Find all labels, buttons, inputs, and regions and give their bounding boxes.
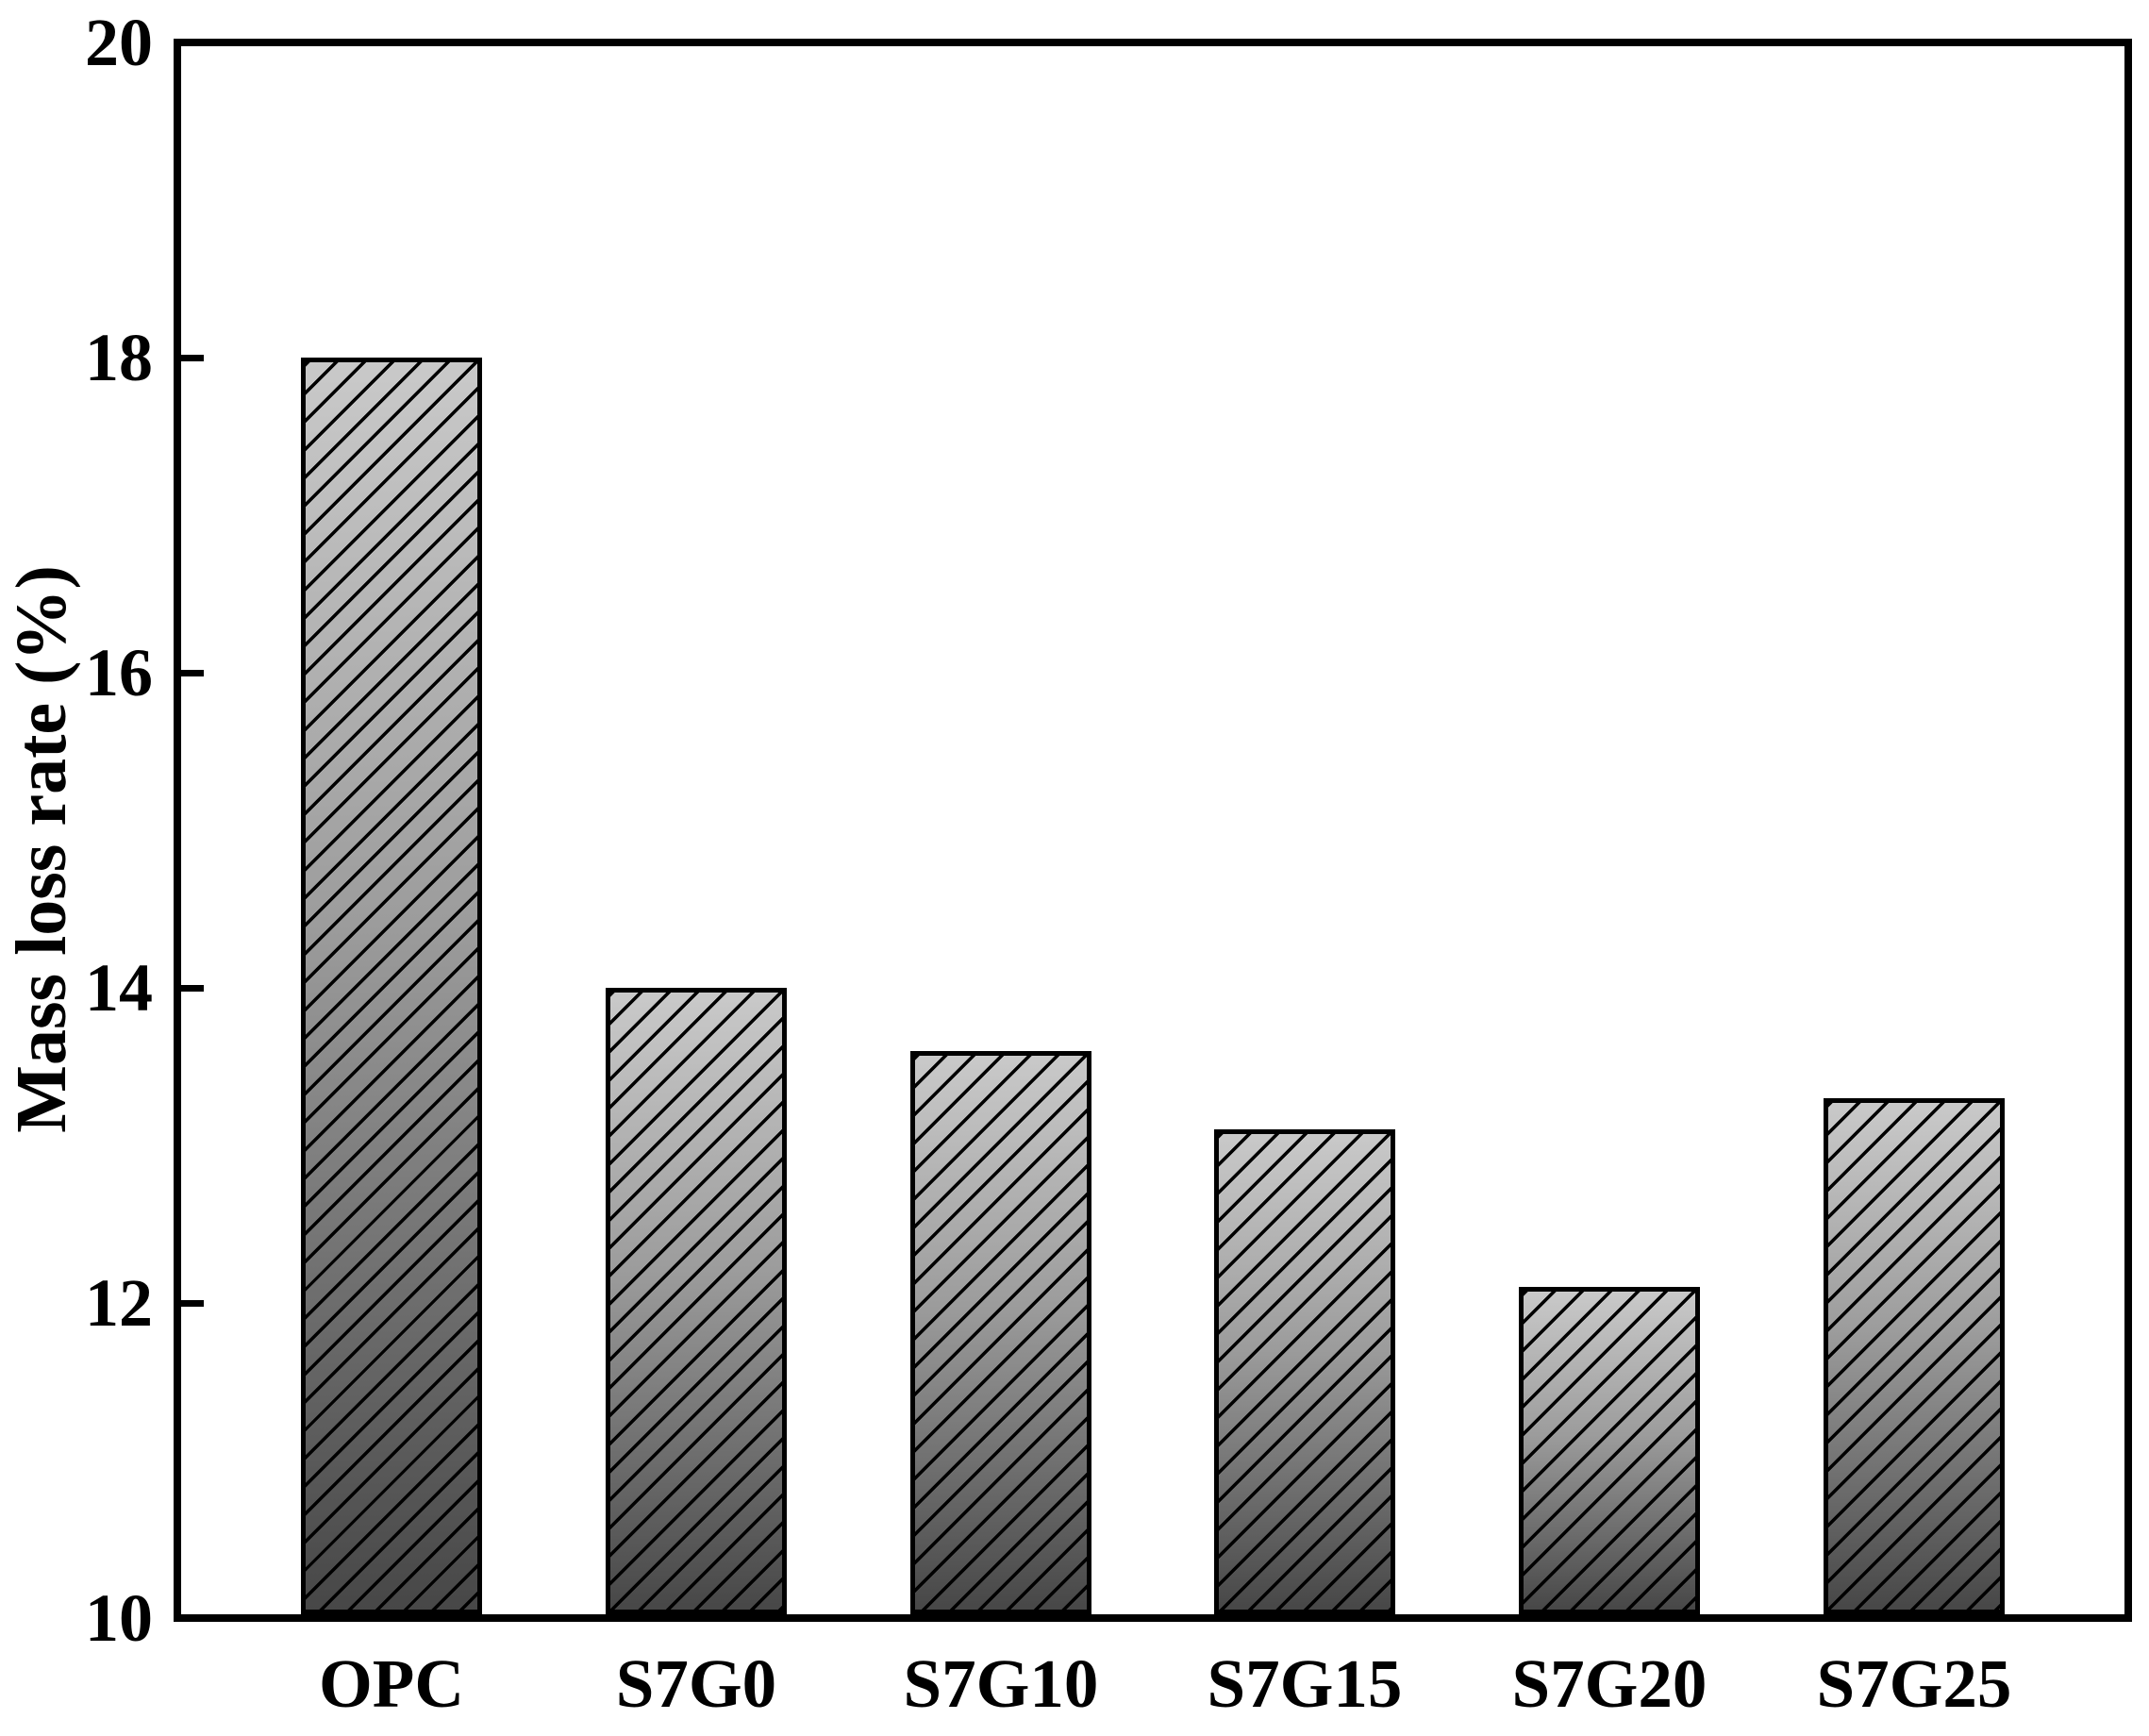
bar-s7g25	[1824, 1098, 2005, 1614]
x-tick-label-s7g15: S7G15	[1207, 1645, 1403, 1722]
y-tick-mark-16	[181, 670, 204, 676]
plot-area	[174, 39, 2132, 1622]
y-tick-label-10: 10	[85, 1580, 153, 1656]
y-tick-label-12: 12	[85, 1265, 153, 1341]
y-tick-mark-10	[181, 1615, 204, 1622]
y-tick-mark-14	[181, 985, 204, 992]
bar-s7g15	[1214, 1129, 1395, 1614]
y-tick-label-18: 18	[85, 320, 153, 395]
x-tick-label-s7g25: S7G25	[1816, 1645, 2012, 1722]
y-tick-mark-20	[181, 40, 204, 46]
y-tick-mark-18	[181, 355, 204, 361]
x-tick-label-s7g0: S7G0	[615, 1645, 777, 1722]
x-tick-label-opc: OPC	[318, 1645, 465, 1722]
y-tick-label-20: 20	[85, 5, 153, 80]
y-tick-mark-12	[181, 1300, 204, 1307]
y-axis-label: Mass loss rate (%)	[2, 565, 81, 1133]
bar-opc	[301, 358, 482, 1614]
x-tick-label-s7g10: S7G10	[903, 1645, 1099, 1722]
bar-s7g10	[910, 1051, 1091, 1614]
y-tick-label-14: 14	[85, 950, 153, 1026]
y-tick-label-16: 16	[85, 635, 153, 710]
bar-s7g20	[1519, 1287, 1700, 1614]
x-tick-label-s7g20: S7G20	[1511, 1645, 1708, 1722]
bar-s7g0	[606, 988, 787, 1614]
